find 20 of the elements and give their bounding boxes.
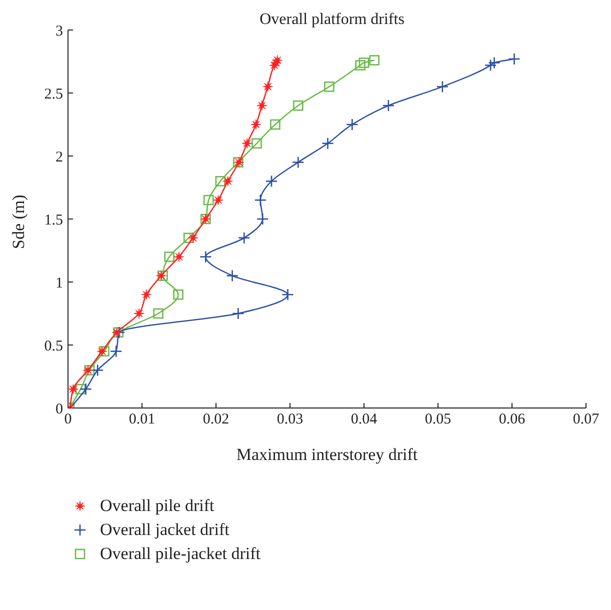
x-tick-label: 0.07 <box>572 412 600 428</box>
y-tick-label: 1 <box>56 275 63 292</box>
y-tick-label: 0.5 <box>44 338 63 354</box>
legend-label: Overall pile-jacket drift <box>100 544 260 564</box>
y-tick-label: 2.5 <box>44 86 63 102</box>
x-tick-label: 0.03 <box>276 412 304 428</box>
legend-label: Overall pile drift <box>100 496 214 516</box>
y-tick-label: 1.5 <box>44 212 63 228</box>
y-axis-title: Sde (m) <box>9 194 28 249</box>
chart-title: Overall platform drifts <box>260 11 404 28</box>
y-tick-label: 3 <box>56 23 63 40</box>
x-tick-label: 0.02 <box>202 412 230 428</box>
x-tick-label: 0.01 <box>128 412 156 428</box>
y-tick-label: 0 <box>56 401 63 418</box>
x-tick-label: 0.05 <box>424 412 452 428</box>
x-tick-label: 0.04 <box>350 412 378 428</box>
legend-label: Overall jacket drift <box>100 520 230 540</box>
x-tick-label: 0.06 <box>498 412 526 428</box>
y-tick-label: 2 <box>56 149 63 166</box>
x-axis-title: Maximum interstorey drift <box>236 445 418 464</box>
